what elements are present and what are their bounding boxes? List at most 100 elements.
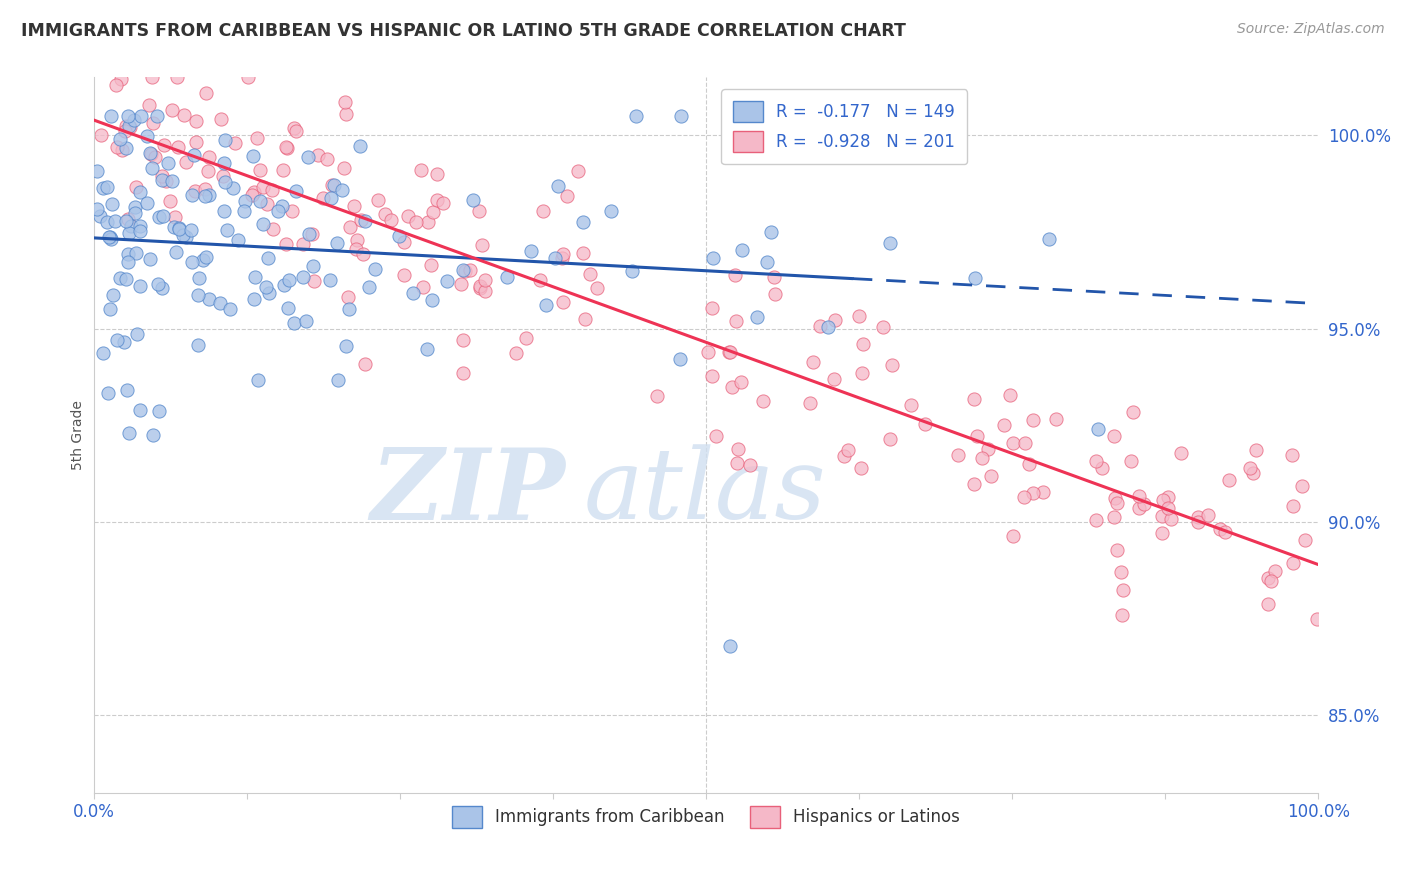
Point xyxy=(198,188,221,202)
Point xyxy=(91,346,114,360)
Point xyxy=(851,366,873,380)
Point xyxy=(167,222,190,236)
Point xyxy=(848,309,870,323)
Point xyxy=(470,238,492,252)
Point xyxy=(349,213,371,227)
Point xyxy=(357,280,380,294)
Point xyxy=(396,209,419,223)
Point xyxy=(125,245,148,260)
Point xyxy=(96,179,118,194)
Point xyxy=(117,109,139,123)
Point xyxy=(96,215,118,229)
Point xyxy=(105,333,128,347)
Point xyxy=(139,147,162,161)
Point xyxy=(117,211,139,226)
Point xyxy=(141,161,163,175)
Point xyxy=(762,269,785,284)
Point xyxy=(1187,510,1209,524)
Point xyxy=(184,136,207,150)
Point xyxy=(125,179,148,194)
Point xyxy=(367,193,389,207)
Point xyxy=(1239,460,1261,475)
Point xyxy=(585,280,607,294)
Point xyxy=(1002,529,1025,543)
Point xyxy=(531,203,554,218)
Point xyxy=(186,113,208,128)
Point xyxy=(1045,412,1067,426)
Point xyxy=(110,270,132,285)
Point xyxy=(718,344,741,359)
Point xyxy=(218,301,240,316)
Point xyxy=(257,251,280,265)
Point xyxy=(117,426,139,441)
Point xyxy=(215,223,238,237)
Point xyxy=(1111,607,1133,622)
Point xyxy=(720,639,742,653)
Point xyxy=(316,152,339,166)
Point xyxy=(252,180,274,194)
Point xyxy=(1170,446,1192,460)
Point xyxy=(136,195,159,210)
Point xyxy=(124,201,146,215)
Point xyxy=(141,70,163,85)
Point xyxy=(142,116,165,130)
Point xyxy=(1102,510,1125,524)
Point xyxy=(262,221,284,235)
Point xyxy=(278,273,301,287)
Point xyxy=(222,181,245,195)
Point xyxy=(283,120,305,135)
Point xyxy=(128,185,150,199)
Point xyxy=(256,197,278,211)
Point xyxy=(436,274,458,288)
Point xyxy=(837,442,859,457)
Point xyxy=(1260,574,1282,589)
Point xyxy=(547,178,569,193)
Point xyxy=(142,428,165,442)
Point xyxy=(197,164,219,178)
Point xyxy=(108,132,131,146)
Point xyxy=(129,224,152,238)
Point xyxy=(86,202,108,217)
Point xyxy=(1291,479,1313,493)
Text: atlas: atlas xyxy=(583,444,827,540)
Point xyxy=(110,71,132,86)
Point xyxy=(1001,436,1024,450)
Point xyxy=(970,450,993,465)
Point xyxy=(283,316,305,330)
Point xyxy=(900,399,922,413)
Point xyxy=(333,95,356,109)
Point xyxy=(226,233,249,247)
Point xyxy=(312,191,335,205)
Point xyxy=(271,163,294,178)
Point xyxy=(724,314,747,328)
Point xyxy=(1257,571,1279,585)
Point xyxy=(242,187,264,202)
Point xyxy=(882,358,904,372)
Point xyxy=(115,272,138,286)
Point xyxy=(718,345,741,359)
Point xyxy=(495,270,517,285)
Point xyxy=(460,263,482,277)
Point xyxy=(159,194,181,209)
Point xyxy=(115,140,138,154)
Point xyxy=(451,366,474,380)
Point xyxy=(1282,556,1305,570)
Point xyxy=(977,442,1000,457)
Point xyxy=(294,314,316,328)
Point xyxy=(143,150,166,164)
Point xyxy=(97,386,120,401)
Point xyxy=(343,199,366,213)
Point xyxy=(335,339,357,353)
Point xyxy=(181,187,204,202)
Point xyxy=(1306,612,1329,626)
Point xyxy=(823,372,845,386)
Point xyxy=(118,226,141,240)
Point xyxy=(453,264,475,278)
Point xyxy=(91,180,114,194)
Point xyxy=(1128,489,1150,503)
Point xyxy=(101,288,124,302)
Point xyxy=(301,227,323,242)
Point xyxy=(281,203,304,218)
Point xyxy=(1257,597,1279,611)
Point xyxy=(1152,492,1174,507)
